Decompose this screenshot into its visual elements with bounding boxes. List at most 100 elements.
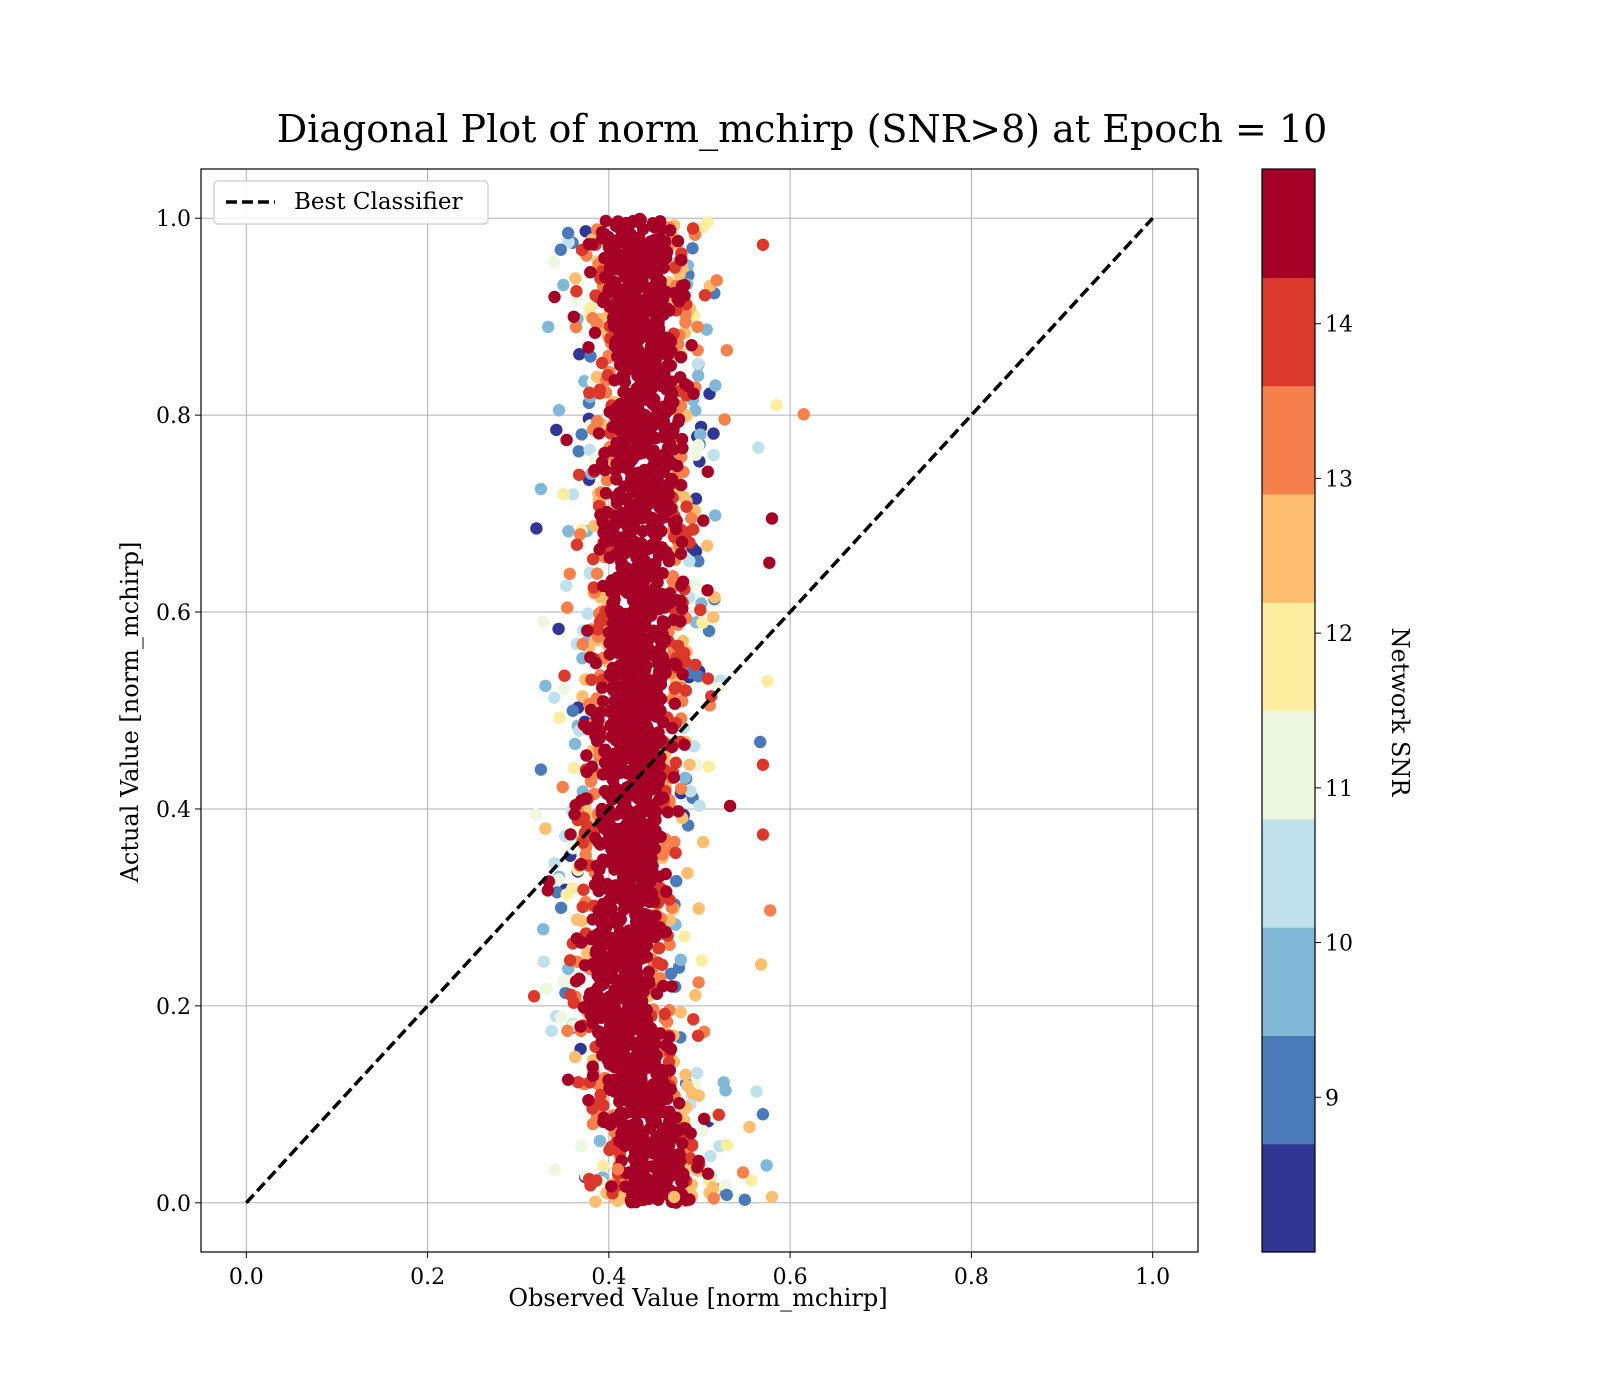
colorbar-ticks: 9 10 11 12 13 14 — [1315, 313, 1353, 1111]
scatter-point — [561, 226, 575, 240]
scatter-point — [558, 669, 571, 682]
scatter-point — [596, 1049, 609, 1062]
scatter-point — [661, 658, 674, 671]
scatter-point — [537, 923, 550, 936]
scatter-point — [691, 357, 705, 371]
scatter-point — [653, 1106, 667, 1119]
scatter-point — [667, 771, 681, 784]
scatter-point — [626, 523, 640, 537]
scatter-point — [537, 615, 550, 629]
scatter-point — [654, 336, 667, 349]
scatter-point — [596, 295, 610, 309]
scatter-point — [717, 1076, 730, 1089]
scatter-point — [674, 782, 688, 795]
scatter-point — [635, 999, 649, 1012]
scatter-point — [665, 387, 679, 400]
scatter-point — [622, 804, 635, 817]
scatter-point — [634, 685, 647, 698]
scatter-point — [653, 921, 666, 934]
scatter-point — [569, 1050, 582, 1064]
scatter-point — [658, 1007, 671, 1021]
scatter-point — [592, 1025, 605, 1038]
scatter-point — [600, 900, 613, 914]
scatter-point — [677, 490, 691, 504]
colorbar: 9 10 11 12 13 14 Network SNR — [1261, 168, 1414, 1253]
scatter-point — [620, 289, 633, 302]
scatter-point — [584, 301, 598, 314]
scatter-point — [597, 1111, 611, 1124]
scatter-point — [607, 315, 620, 328]
scatter-point — [593, 1134, 607, 1148]
scatter-point — [582, 1172, 596, 1186]
x-tick-label: 0.4 — [591, 1265, 626, 1290]
scatter-point — [572, 1076, 585, 1089]
scatter-point — [754, 735, 767, 749]
scatter-point — [618, 964, 631, 977]
scatter-point — [606, 597, 619, 610]
scatter-point — [590, 709, 603, 723]
scatter-point — [709, 379, 722, 392]
scatter-point — [621, 611, 634, 625]
scatter-point — [591, 969, 604, 982]
x-axis-label: Observed Value [norm_mchirp] — [508, 1284, 887, 1312]
scatter-point — [685, 512, 698, 525]
colorbar-tick-label: 13 — [1325, 467, 1353, 492]
scatter-point — [633, 548, 646, 561]
scatter-point — [630, 837, 643, 850]
scatter-point — [678, 930, 691, 943]
scatter-point — [590, 567, 604, 580]
scatter-point — [554, 901, 568, 914]
scatter-point — [701, 672, 715, 685]
scatter-point — [607, 672, 620, 685]
scatter-point — [594, 724, 607, 737]
scatter-point — [701, 465, 714, 478]
scatter-point — [596, 681, 609, 694]
scatter-point — [720, 1138, 734, 1152]
scatter-point — [695, 954, 709, 967]
scatter-point — [651, 1165, 665, 1179]
scatter-point — [644, 747, 657, 760]
scatter-point — [598, 756, 612, 769]
colorbar-bin — [1262, 1035, 1315, 1145]
scatter-point — [607, 747, 620, 761]
scatter-point — [561, 1073, 575, 1086]
scatter-point — [569, 975, 583, 988]
scatter-point — [616, 753, 630, 766]
scatter-point — [605, 1180, 618, 1193]
scatter-point — [608, 943, 621, 957]
scatter-point — [641, 885, 655, 898]
scatter-point — [608, 835, 621, 848]
scatter-point — [582, 1094, 595, 1107]
scatter-point — [683, 758, 696, 771]
scatter-point — [637, 381, 650, 394]
scatter-point — [550, 423, 563, 437]
scatter-point — [660, 885, 673, 898]
scatter-point — [592, 835, 605, 849]
scatter-point — [603, 551, 616, 564]
scatter-point — [765, 512, 779, 525]
scatter-point — [575, 936, 588, 949]
scatter-point — [607, 683, 620, 697]
scatter-point — [534, 763, 548, 776]
scatter-point — [545, 1024, 558, 1038]
y-tick-label: 0.8 — [156, 404, 191, 429]
y-tick-label: 1.0 — [156, 207, 191, 232]
scatter-point — [612, 457, 625, 471]
scatter-point — [676, 1137, 689, 1150]
scatter-point — [570, 285, 583, 298]
scatter-point — [670, 874, 683, 888]
scatter-point — [586, 552, 600, 566]
scatter-point — [596, 515, 609, 529]
scatter-point — [590, 317, 603, 330]
scatter-point — [643, 347, 656, 360]
scatter-point — [664, 335, 678, 348]
scatter-point — [593, 383, 607, 396]
scatter-point — [691, 320, 704, 333]
scatter-point — [686, 242, 699, 255]
scatter-point — [641, 499, 654, 512]
scatter-point — [646, 735, 660, 749]
scatter-point — [651, 956, 665, 969]
scatter-point — [675, 432, 689, 446]
scatter-point — [548, 1163, 561, 1177]
